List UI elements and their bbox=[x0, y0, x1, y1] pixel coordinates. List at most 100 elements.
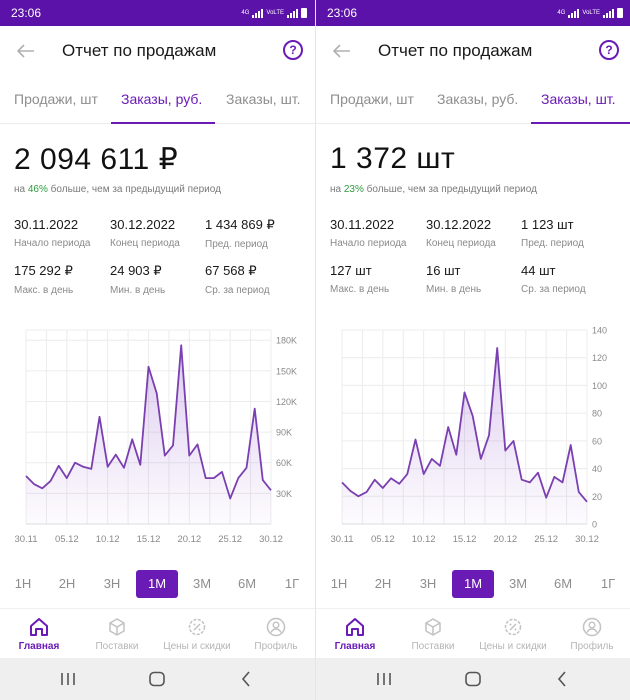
y-tick-label: 120K bbox=[276, 397, 297, 407]
x-tick-label: 25.12 bbox=[218, 534, 242, 545]
tab-orders-rub[interactable]: Заказы, руб. bbox=[121, 91, 203, 107]
period-1y-button[interactable]: 1Г bbox=[284, 576, 300, 591]
stat-value: 30.12.2022 bbox=[426, 217, 492, 232]
nav-label: Поставки bbox=[411, 641, 455, 652]
nav-supplies[interactable]: Поставки bbox=[394, 617, 472, 652]
status-time: 23:06 bbox=[327, 6, 358, 20]
active-tab-indicator bbox=[531, 122, 630, 124]
tab-orders-units[interactable]: Заказы, шт. bbox=[541, 91, 616, 107]
report-tabs: Продажи, шт Заказы, руб. Заказы, шт. bbox=[316, 78, 630, 124]
tab-orders-units[interactable]: Заказы, шт. bbox=[226, 91, 301, 107]
orders-units-chart[interactable]: 0 20 40 60 80 100 120 140 30.11 05.12 10.12 15.12 20… bbox=[316, 322, 630, 550]
status-icons: 4G VoLTE bbox=[557, 8, 623, 18]
period-3w-button[interactable]: 3Н bbox=[419, 576, 437, 591]
nav-supplies[interactable]: Поставки bbox=[78, 617, 156, 652]
home-icon bbox=[316, 617, 394, 637]
nav-home[interactable]: Главная bbox=[316, 617, 394, 652]
stat-value: 30.11.2022 bbox=[14, 217, 79, 232]
sales-chart[interactable]: 30K 60K 90K 120K 150K 180K 30.11 05.12 10.12 15.1… bbox=[0, 322, 315, 550]
home-system-icon[interactable] bbox=[464, 669, 482, 689]
nav-prices[interactable]: Цены и скидки bbox=[474, 617, 552, 652]
stat-label: Начало периода bbox=[330, 238, 407, 249]
y-tick-label: 60K bbox=[276, 458, 292, 468]
x-tick-label: 25.12 bbox=[534, 534, 558, 545]
profile-icon bbox=[237, 617, 315, 637]
back-system-icon[interactable] bbox=[240, 669, 252, 689]
y-tick-label: 30K bbox=[276, 489, 292, 499]
back-arrow-icon[interactable] bbox=[330, 40, 354, 62]
period-2w-button[interactable]: 2Н bbox=[374, 576, 392, 591]
back-system-icon[interactable] bbox=[556, 669, 568, 689]
period-6m-button[interactable]: 6М bbox=[237, 576, 257, 591]
app-bar: Отчет по продажам ? bbox=[316, 26, 630, 76]
nav-prices[interactable]: Цены и скидки bbox=[158, 617, 236, 652]
stat-label: Макс. в день bbox=[330, 284, 390, 295]
x-tick-label: 30.12 bbox=[259, 534, 283, 545]
period-6m-button[interactable]: 6М bbox=[553, 576, 573, 591]
period-1w-button[interactable]: 1Н bbox=[14, 576, 32, 591]
orders-units-chart-svg: 0 20 40 60 80 100 120 140 30.11 05.12 10.12 15.12 20… bbox=[330, 326, 607, 546]
period-1w-button[interactable]: 1Н bbox=[330, 576, 348, 591]
comparison-suffix: больше, чем за предыдущий период bbox=[47, 184, 221, 195]
profile-icon bbox=[553, 617, 630, 637]
stat-value: 30.11.2022 bbox=[330, 217, 395, 232]
x-tick-label: 05.12 bbox=[55, 534, 79, 545]
y-tick-label: 140 bbox=[592, 326, 607, 336]
stat-value: 44 шт bbox=[521, 263, 556, 278]
home-system-icon[interactable] bbox=[148, 669, 166, 689]
discount-badge-icon bbox=[158, 617, 236, 637]
stat-period-start: 30.11.2022 Начало периода bbox=[330, 217, 425, 249]
period-2w-button[interactable]: 2Н bbox=[58, 576, 76, 591]
y-tick-label: 90K bbox=[276, 428, 292, 438]
nav-label: Поставки bbox=[95, 641, 139, 652]
stat-label: Пред. период bbox=[521, 238, 584, 249]
recent-apps-icon[interactable] bbox=[376, 669, 392, 689]
comparison-prefix: на bbox=[330, 184, 344, 195]
bottom-navigation: Главная Поставки Цены и скидки Профиль bbox=[0, 608, 315, 658]
box-icon bbox=[78, 617, 156, 637]
stat-label: Мин. в день bbox=[110, 285, 166, 296]
stat-max-day: 127 шт Макс. в день bbox=[330, 263, 425, 295]
nav-label: Цены и скидки bbox=[479, 641, 547, 652]
stat-previous-period: 1 434 869 ₽ Пред. период bbox=[205, 217, 300, 250]
x-tick-label: 05.12 bbox=[371, 534, 395, 545]
nav-label: Профиль bbox=[570, 641, 614, 652]
discount-badge-icon bbox=[474, 617, 552, 637]
tab-orders-rub[interactable]: Заказы, руб. bbox=[437, 91, 519, 107]
period-1m-button[interactable]: 1М bbox=[136, 570, 178, 598]
x-tick-label: 20.12 bbox=[177, 534, 201, 545]
tab-sales-units[interactable]: Продажи, шт bbox=[330, 91, 414, 107]
back-arrow-icon[interactable] bbox=[14, 40, 38, 62]
period-selector: 1Н 2Н 3Н 1М 3М 6М 1Г bbox=[316, 570, 630, 598]
series-area bbox=[26, 345, 271, 524]
period-3m-button[interactable]: 3М bbox=[508, 576, 528, 591]
y-tick-label: 150K bbox=[276, 366, 297, 376]
period-1m-button[interactable]: 1М bbox=[452, 570, 494, 598]
period-1y-button[interactable]: 1Г bbox=[600, 576, 616, 591]
period-3m-button[interactable]: 3М bbox=[192, 576, 212, 591]
help-icon[interactable]: ? bbox=[283, 40, 303, 60]
network-4g-label: 4G bbox=[241, 10, 250, 16]
stat-value: 1 123 шт bbox=[521, 217, 574, 232]
nav-profile[interactable]: Профиль bbox=[237, 617, 315, 652]
stat-min-day: 24 903 ₽ Мин. в день bbox=[110, 263, 205, 296]
recent-apps-icon[interactable] bbox=[60, 669, 76, 689]
stat-max-day: 175 292 ₽ Макс. в день bbox=[14, 263, 109, 296]
page-title: Отчет по продажам bbox=[378, 41, 533, 60]
help-icon[interactable]: ? bbox=[599, 40, 619, 60]
y-tick-label: 80 bbox=[592, 409, 602, 419]
stat-value: 24 903 ₽ bbox=[110, 263, 162, 278]
network-4g-label: 4G bbox=[557, 10, 566, 16]
signal-icon-2 bbox=[287, 8, 298, 18]
nav-profile[interactable]: Профиль bbox=[553, 617, 630, 652]
x-tick-label: 30.12 bbox=[575, 534, 599, 545]
screen-revenue: 23:06 4G VoLTE Отчет по продажам ? Прода… bbox=[0, 0, 315, 700]
comparison-percent: 23% bbox=[343, 184, 364, 195]
nav-home[interactable]: Главная bbox=[0, 617, 78, 652]
stat-label: Конец периода bbox=[426, 238, 496, 249]
stat-value: 127 шт bbox=[330, 263, 372, 278]
x-tick-label: 20.12 bbox=[493, 534, 517, 545]
signal-icon bbox=[252, 8, 264, 18]
tab-sales-units[interactable]: Продажи, шт bbox=[14, 91, 98, 107]
period-3w-button[interactable]: 3Н bbox=[103, 576, 121, 591]
